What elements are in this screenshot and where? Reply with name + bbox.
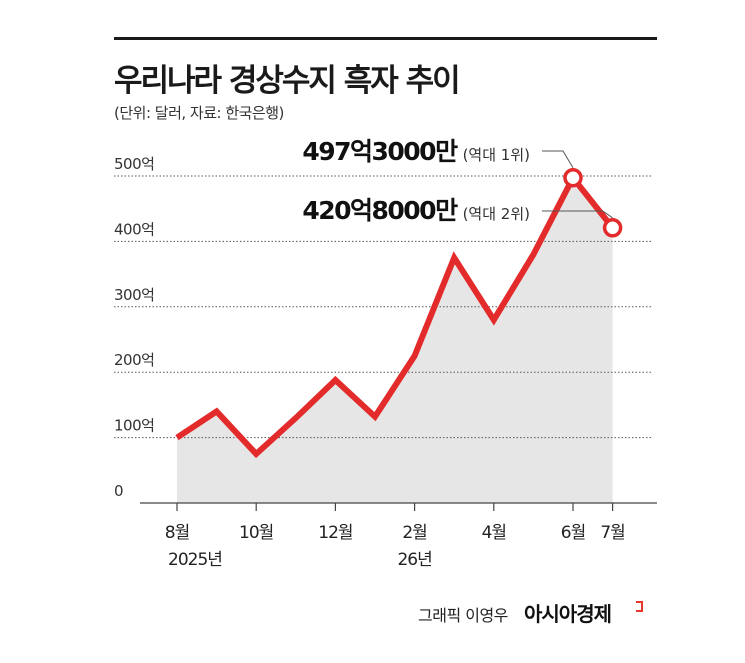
x-tick-label: 8월 bbox=[165, 523, 189, 543]
annotation-label: 420억8000만 (역대 2위) bbox=[302, 196, 530, 225]
y-tick-label: 200억 bbox=[114, 351, 154, 369]
area-fill bbox=[177, 177, 613, 503]
y-tick-label: 300억 bbox=[114, 286, 154, 304]
y-tick-label: 0 bbox=[114, 482, 123, 500]
chart-subtitle: (단위: 달러, 자료: 한국은행) bbox=[114, 104, 284, 122]
series-line bbox=[175, 172, 615, 459]
annotation-leader bbox=[542, 150, 574, 169]
x-tick-label: 12월 bbox=[318, 523, 352, 543]
x-tick-label: 4월 bbox=[482, 523, 506, 543]
annotation-leader bbox=[542, 210, 613, 219]
y-tick-label: 100억 bbox=[114, 417, 154, 435]
y-tick-label: 500억 bbox=[114, 155, 154, 173]
x-tick-label: 7월 bbox=[600, 523, 624, 543]
top-rule bbox=[114, 37, 657, 40]
annotation-marker bbox=[563, 168, 583, 188]
annotation-label: 497억3000만 (역대 1위) bbox=[302, 137, 530, 166]
x-tick-label: 2025년 bbox=[168, 550, 222, 570]
graphic-credit: 그래픽 이영우 bbox=[418, 606, 508, 625]
brand-logo: 아시아경제 bbox=[524, 602, 612, 626]
x-tick-label: 10월 bbox=[239, 523, 273, 543]
brand-mark-icon bbox=[636, 601, 643, 612]
x-tick-label: 6월 bbox=[561, 523, 585, 543]
annotation-marker bbox=[602, 218, 623, 238]
chart-title: 우리나라 경상수지 흑자 추이 bbox=[114, 63, 461, 99]
x-tick-label: 2월 bbox=[402, 523, 426, 543]
y-tick-label: 400억 bbox=[114, 220, 154, 238]
x-tick-label: 26년 bbox=[397, 550, 431, 570]
